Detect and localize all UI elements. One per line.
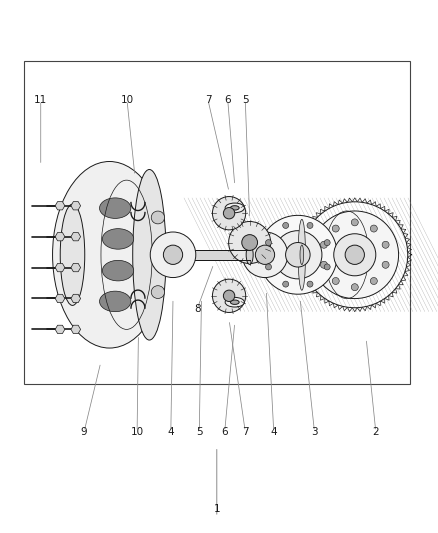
Ellipse shape [102,229,134,249]
Circle shape [150,232,196,278]
Bar [24,61,410,384]
Bar [188,249,250,260]
Ellipse shape [225,297,244,307]
Circle shape [274,231,322,279]
Circle shape [223,290,235,302]
Text: 5: 5 [242,95,249,105]
Text: 7: 7 [242,427,249,437]
Ellipse shape [53,161,166,348]
Circle shape [345,245,364,264]
Ellipse shape [99,198,131,219]
Ellipse shape [300,245,304,264]
Circle shape [265,240,272,246]
Text: 1: 1 [213,504,220,514]
Ellipse shape [225,203,244,213]
Ellipse shape [246,245,253,264]
Circle shape [332,225,339,232]
Text: 5: 5 [196,427,203,437]
Circle shape [258,215,337,294]
Circle shape [371,278,377,285]
Text: 4: 4 [270,427,277,437]
Circle shape [265,264,272,270]
Circle shape [229,222,271,263]
Text: 8: 8 [194,304,201,314]
Circle shape [382,261,389,268]
Circle shape [286,243,310,267]
Ellipse shape [151,286,165,298]
Text: 6: 6 [221,427,228,437]
Circle shape [212,197,246,230]
Ellipse shape [230,206,239,210]
Text: 6: 6 [224,95,231,105]
Circle shape [223,207,235,219]
Text: 3: 3 [311,427,318,437]
Text: 4: 4 [167,427,174,437]
Ellipse shape [99,291,131,312]
Circle shape [311,211,399,298]
Ellipse shape [298,219,306,290]
Ellipse shape [102,260,134,281]
Circle shape [307,281,313,287]
Circle shape [255,245,275,264]
Circle shape [371,225,377,232]
Text: 10: 10 [131,427,144,437]
Ellipse shape [133,169,166,340]
Text: 9: 9 [81,427,88,437]
Circle shape [324,240,330,246]
Ellipse shape [60,204,85,305]
Circle shape [283,222,289,229]
Ellipse shape [151,248,165,261]
Circle shape [242,235,258,251]
Text: 2: 2 [372,427,379,437]
Ellipse shape [151,211,165,224]
Circle shape [351,219,358,226]
Text: 7: 7 [205,95,212,105]
Circle shape [351,284,358,290]
Circle shape [321,261,328,268]
Circle shape [212,279,246,312]
Ellipse shape [230,300,239,304]
Circle shape [324,264,330,270]
Circle shape [307,222,313,229]
Text: 10: 10 [120,95,134,105]
Circle shape [332,278,339,285]
Circle shape [163,245,183,264]
Circle shape [283,281,289,287]
Text: 11: 11 [34,95,47,105]
Circle shape [334,234,376,276]
Circle shape [382,241,389,248]
Circle shape [242,232,288,278]
Circle shape [321,241,328,248]
Circle shape [302,202,408,308]
